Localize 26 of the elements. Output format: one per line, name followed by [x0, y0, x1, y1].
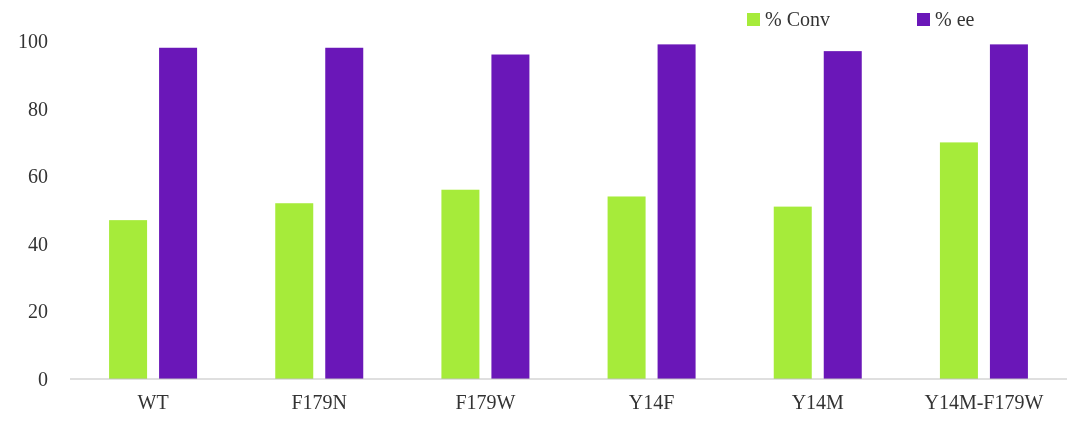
legend-label: % ee [935, 8, 975, 30]
bar [109, 220, 148, 379]
bar [607, 196, 646, 379]
bar [773, 206, 812, 379]
bar [989, 44, 1028, 379]
bar [275, 203, 314, 379]
x-tick-label: Y14F [628, 391, 675, 413]
bar [491, 54, 530, 379]
y-tick-label: 0 [38, 368, 48, 390]
bar [657, 44, 696, 379]
y-tick-label: 60 [28, 165, 48, 188]
x-tick-label: Y14M-F179W [924, 391, 1044, 413]
legend-label: % Conv [765, 8, 830, 30]
x-tick-label: F179N [291, 391, 348, 413]
bar [823, 51, 862, 379]
y-tick-label: 80 [28, 97, 48, 120]
y-tick-label: 100 [18, 30, 48, 52]
x-tick-label: Y14M [791, 391, 845, 413]
y-tick-label: 20 [28, 300, 48, 323]
bar [441, 189, 480, 379]
bar [325, 47, 364, 379]
x-tick-label: WT [137, 391, 169, 413]
y-tick-label: 40 [28, 232, 48, 255]
x-tick-label: F179W [455, 391, 516, 413]
bar [939, 142, 978, 379]
bar [159, 47, 198, 379]
